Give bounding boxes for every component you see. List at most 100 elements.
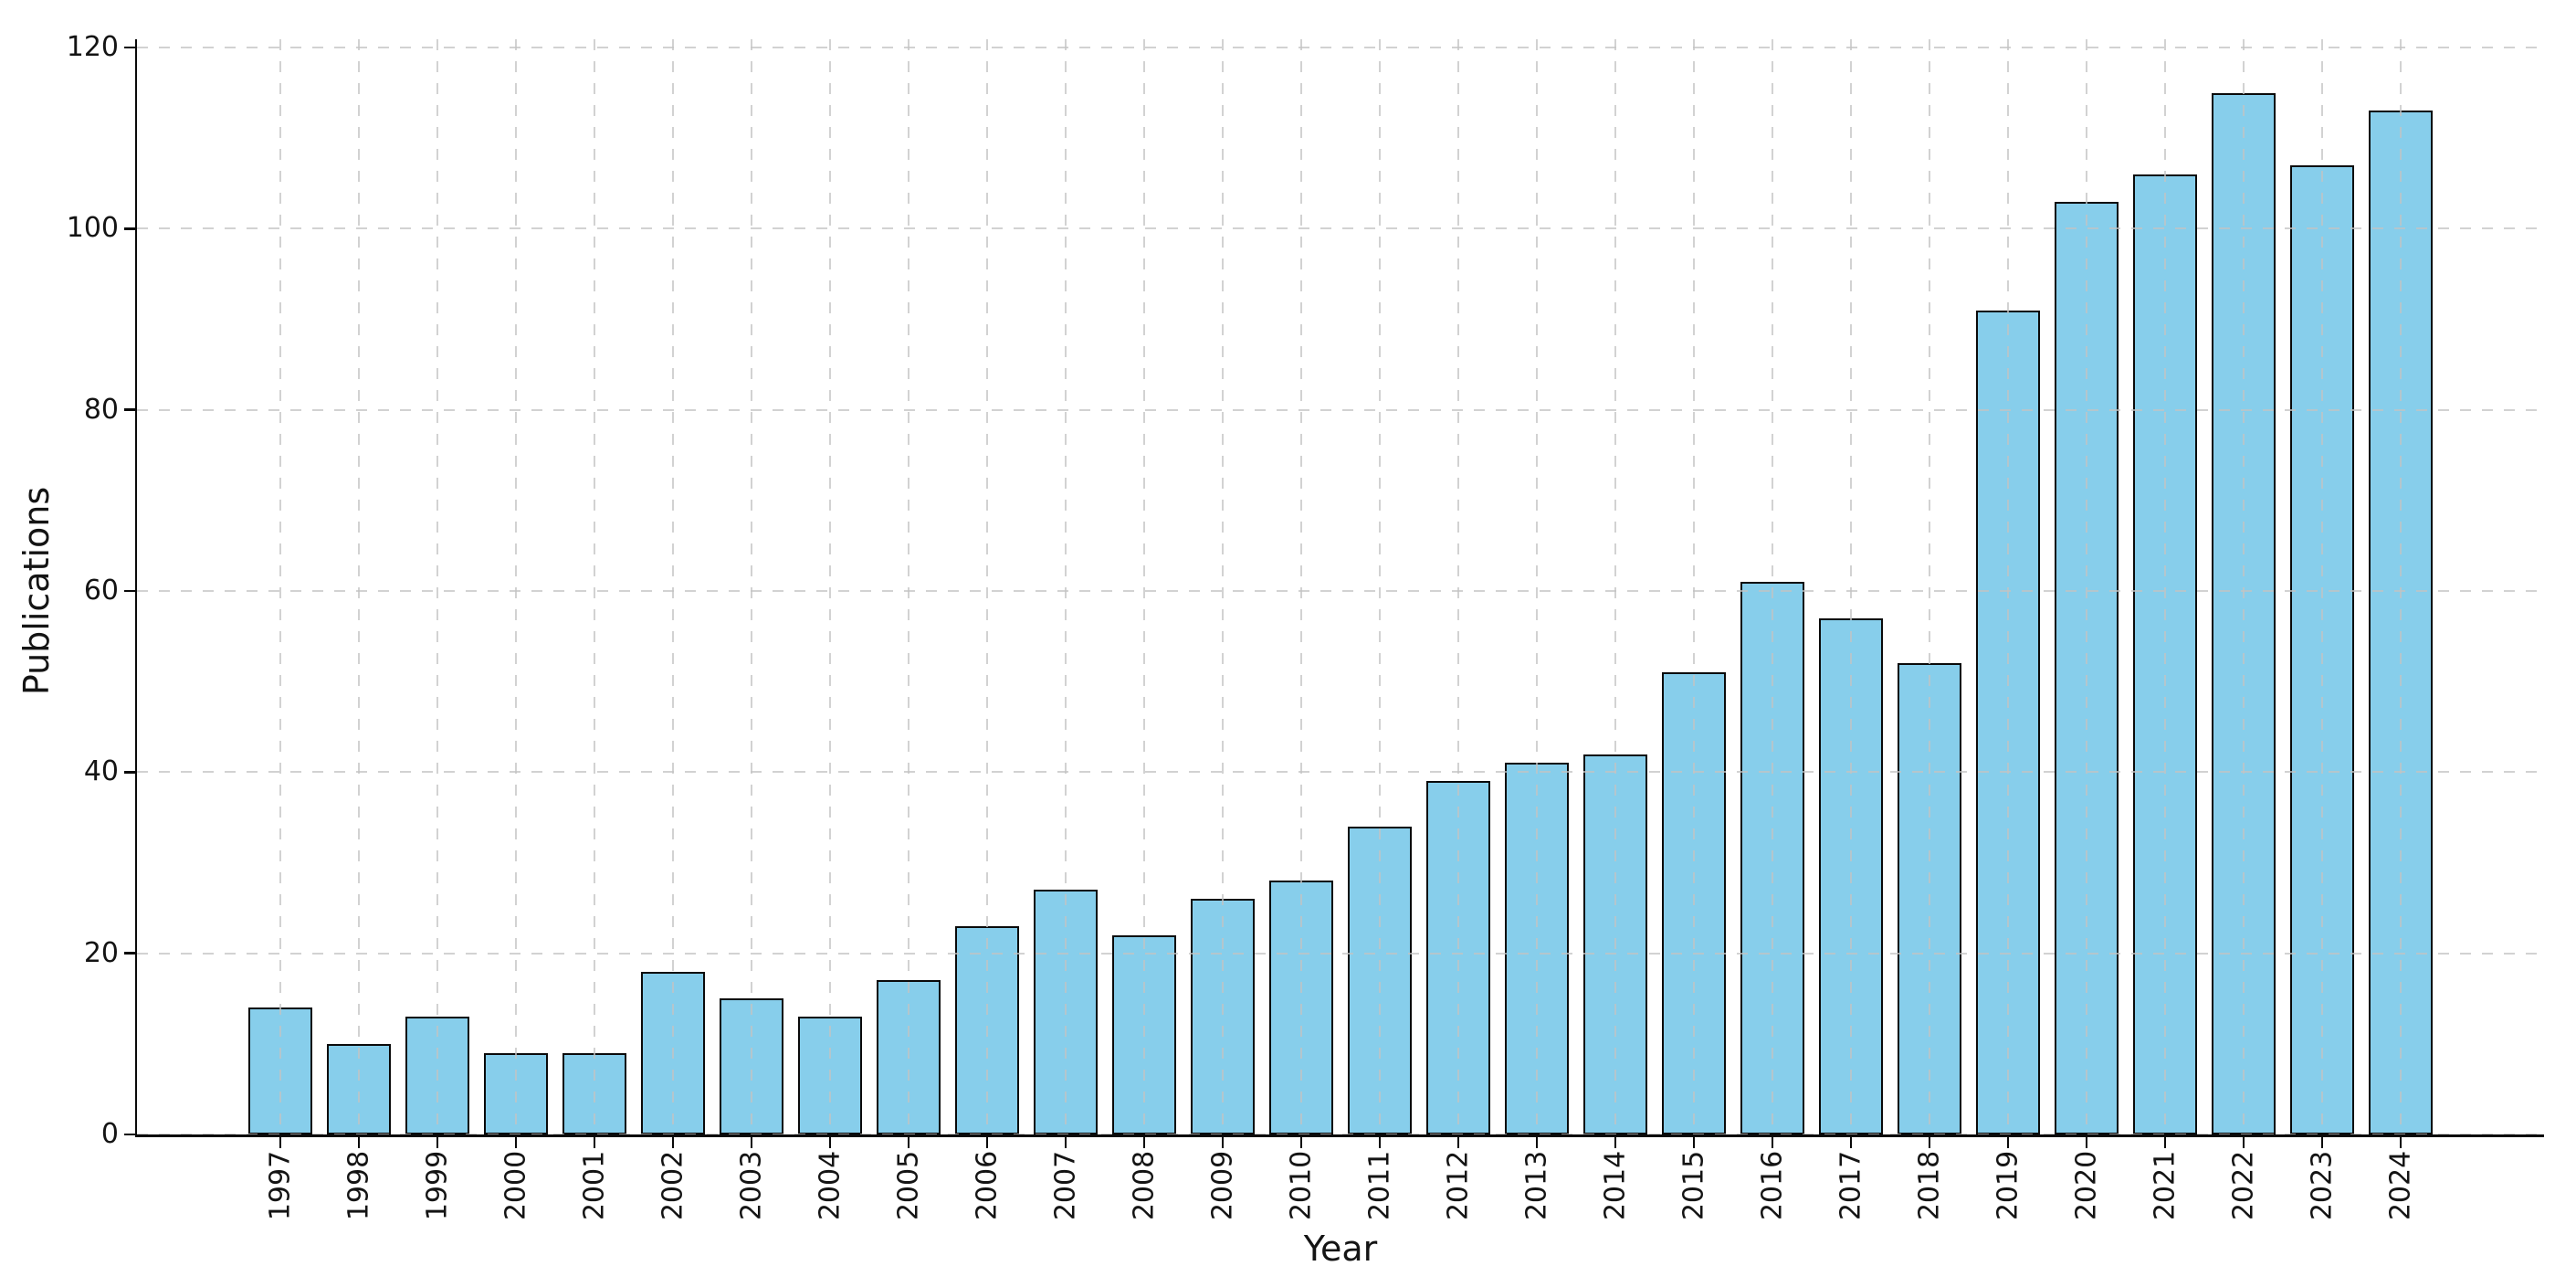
- x-tick-label: 2003: [735, 1150, 768, 1221]
- x-tick-mark: [1771, 1136, 1774, 1148]
- gridline-vertical: [2321, 39, 2323, 1134]
- x-tick-mark: [1614, 1136, 1617, 1148]
- x-tick-label: 2020: [2070, 1150, 2103, 1221]
- gridline-horizontal: [137, 771, 2544, 774]
- x-tick-mark: [357, 1136, 361, 1148]
- x-tick-mark: [1299, 1136, 1303, 1148]
- x-tick-label: 2022: [2227, 1150, 2260, 1221]
- x-tick-label: 2021: [2149, 1150, 2182, 1221]
- y-tick-label: 80: [83, 393, 119, 426]
- gridline-vertical: [1614, 39, 1616, 1134]
- x-tick-mark: [985, 1136, 989, 1148]
- x-tick-mark: [2320, 1136, 2324, 1148]
- x-tick-label: 2006: [971, 1150, 1004, 1221]
- gridline-vertical: [2164, 39, 2166, 1134]
- x-tick-mark: [671, 1136, 675, 1148]
- gridline-vertical: [1536, 39, 1538, 1134]
- x-tick-label: 2002: [657, 1150, 689, 1221]
- x-tick-mark: [1221, 1136, 1225, 1148]
- x-tick-mark: [1928, 1136, 1931, 1148]
- x-tick-label: 2014: [1599, 1150, 1632, 1221]
- x-tick-mark: [514, 1136, 518, 1148]
- y-tick-label: 60: [83, 575, 119, 607]
- x-tick-mark: [907, 1136, 910, 1148]
- gridline-horizontal: [137, 952, 2544, 955]
- y-tick-mark: [123, 227, 135, 230]
- gridline-vertical: [1457, 39, 1459, 1134]
- x-tick-mark: [2006, 1136, 2010, 1148]
- gridline-vertical: [1222, 39, 1224, 1134]
- x-tick-mark: [2163, 1136, 2167, 1148]
- gridline-vertical: [908, 39, 909, 1134]
- x-tick-label: 2010: [1285, 1150, 1318, 1221]
- gridline-vertical: [2086, 39, 2087, 1134]
- y-tick-mark: [123, 408, 135, 411]
- gridline-vertical: [279, 39, 281, 1134]
- x-tick-label: 2023: [2306, 1150, 2339, 1221]
- x-tick-label: 2007: [1049, 1150, 1082, 1221]
- y-axis-line: [134, 39, 137, 1137]
- gridline-vertical: [751, 39, 752, 1134]
- y-axis-label: Publications: [16, 486, 57, 696]
- y-tick-label: 120: [66, 31, 119, 63]
- y-tick-mark: [123, 1133, 135, 1136]
- y-tick-label: 40: [83, 755, 119, 788]
- y-tick-label: 100: [66, 212, 119, 245]
- gridline-vertical: [1772, 39, 1773, 1134]
- gridline-vertical: [672, 39, 674, 1134]
- x-tick-mark: [750, 1136, 753, 1148]
- x-tick-label: 2015: [1677, 1150, 1710, 1221]
- x-axis-line: [134, 1134, 2544, 1137]
- y-tick-mark: [123, 46, 135, 49]
- x-tick-label: 1999: [421, 1150, 454, 1221]
- gridline-vertical: [2400, 39, 2402, 1134]
- x-tick-mark: [1692, 1136, 1696, 1148]
- x-tick-label: 2000: [499, 1150, 532, 1221]
- x-tick-label: 2018: [1913, 1150, 1946, 1221]
- gridline-vertical: [1300, 39, 1302, 1134]
- x-tick-label: 2017: [1835, 1150, 1867, 1221]
- x-tick-mark: [1142, 1136, 1146, 1148]
- y-tick-mark: [123, 589, 135, 593]
- gridline-horizontal: [137, 408, 2544, 411]
- gridline-vertical: [829, 39, 831, 1134]
- x-tick-mark: [1849, 1136, 1853, 1148]
- y-tick-mark: [123, 771, 135, 774]
- gridline-vertical: [2243, 39, 2245, 1134]
- x-tick-mark: [1064, 1136, 1067, 1148]
- gridline-horizontal: [137, 590, 2544, 592]
- gridline-vertical: [2007, 39, 2009, 1134]
- x-tick-mark: [2399, 1136, 2403, 1148]
- x-tick-mark: [1456, 1136, 1460, 1148]
- gridline-vertical: [1850, 39, 1852, 1134]
- x-tick-mark: [436, 1136, 439, 1148]
- x-tick-label: 2004: [814, 1150, 846, 1221]
- x-tick-label: 2019: [1992, 1150, 2024, 1221]
- gridline-vertical: [1065, 39, 1067, 1134]
- x-tick-mark: [2242, 1136, 2245, 1148]
- gridline-vertical: [1929, 39, 1930, 1134]
- gridline-vertical: [515, 39, 517, 1134]
- x-tick-label: 1998: [342, 1150, 375, 1221]
- x-tick-mark: [593, 1136, 596, 1148]
- x-tick-label: 2012: [1442, 1150, 1475, 1221]
- x-tick-label: 2013: [1520, 1150, 1553, 1221]
- gridline-vertical: [436, 39, 438, 1134]
- gridline-horizontal: [137, 227, 2544, 230]
- gridline-vertical: [1379, 39, 1381, 1134]
- x-tick-mark: [2085, 1136, 2088, 1148]
- x-tick-mark: [1535, 1136, 1539, 1148]
- x-tick-mark: [828, 1136, 832, 1148]
- x-tick-label: 2011: [1363, 1150, 1396, 1221]
- gridline-vertical: [1693, 39, 1695, 1134]
- x-tick-label: 2009: [1206, 1150, 1239, 1221]
- gridline-vertical: [1143, 39, 1145, 1134]
- x-tick-mark: [279, 1136, 282, 1148]
- x-tick-label: 2016: [1756, 1150, 1789, 1221]
- x-tick-label: 2005: [892, 1150, 925, 1221]
- x-tick-mark: [1378, 1136, 1382, 1148]
- gridline-vertical: [358, 39, 360, 1134]
- y-tick-label: 20: [83, 936, 119, 969]
